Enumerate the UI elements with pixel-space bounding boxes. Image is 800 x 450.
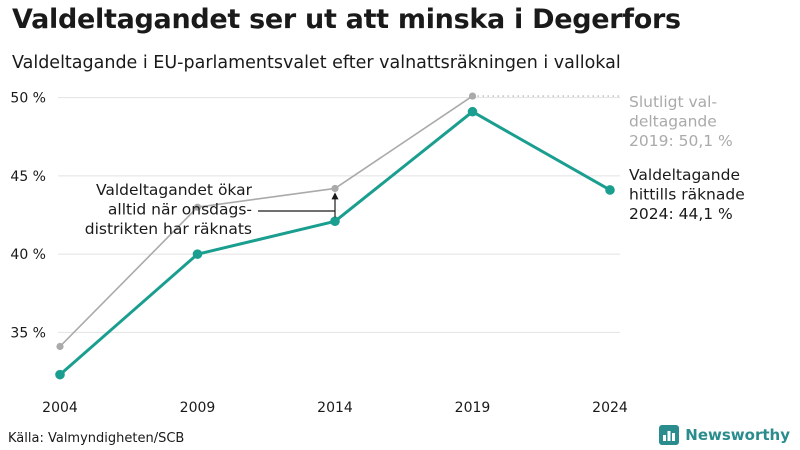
source-note: Källa: Valmyndigheten/SCB xyxy=(8,431,185,446)
data-point-counted xyxy=(467,106,478,117)
brand-name: Newsworthy xyxy=(685,426,790,444)
x-tick-label: 2009 xyxy=(180,400,216,416)
final-turnout-label: 2019: 50,1 % xyxy=(629,132,733,150)
counted-turnout-label: hittills räknade xyxy=(629,186,745,204)
data-point-final xyxy=(468,92,477,100)
x-tick-label: 2014 xyxy=(317,400,353,416)
x-tick-label: 2024 xyxy=(592,400,628,416)
note-annotation: Valdeltagandet ökar xyxy=(96,181,253,199)
y-tick-label: 40 % xyxy=(10,247,46,263)
x-axis-ticks: 2004 2009 2014 2019 2024 xyxy=(42,400,628,416)
brand-logo: Newsworthy xyxy=(659,425,790,445)
y-tick-label: 35 % xyxy=(10,325,46,341)
y-tick-label: 45 % xyxy=(10,169,46,185)
chart-subtitle: Valdeltagande i EU-parlamentsvalet efter… xyxy=(12,53,621,73)
counted-turnout-label: Valdeltagande xyxy=(629,166,740,184)
final-turnout-label: Slutligt val- xyxy=(629,93,717,111)
note-annotation: distrikten har räknats xyxy=(85,220,252,238)
note-arrow-head xyxy=(331,192,339,200)
data-point-final xyxy=(193,203,202,211)
data-point-final xyxy=(331,184,339,193)
data-point-counted xyxy=(330,216,340,227)
data-point-counted xyxy=(605,185,615,195)
x-tick-label: 2019 xyxy=(455,400,491,416)
series-line-counted xyxy=(59,110,611,376)
y-tick-label: 50 % xyxy=(10,91,46,107)
counted-turnout-label: 2024: 44,1 % xyxy=(629,205,733,223)
data-point-counted xyxy=(192,249,203,259)
series-line-final xyxy=(59,95,473,348)
x-tick-label: 2004 xyxy=(42,400,78,416)
note-annotation: alltid när onsdags- xyxy=(108,201,252,219)
series-layer xyxy=(55,92,615,380)
chart-title: Valdeltagandet ser ut att minska i Deger… xyxy=(12,4,681,35)
data-point-counted xyxy=(55,369,65,380)
data-point-final xyxy=(56,342,64,351)
bar-chart-logo-icon xyxy=(659,425,680,445)
y-axis-ticks: 35 % 40 % 45 % 50 % xyxy=(10,91,46,342)
final-turnout-label: deltagande xyxy=(629,113,717,131)
